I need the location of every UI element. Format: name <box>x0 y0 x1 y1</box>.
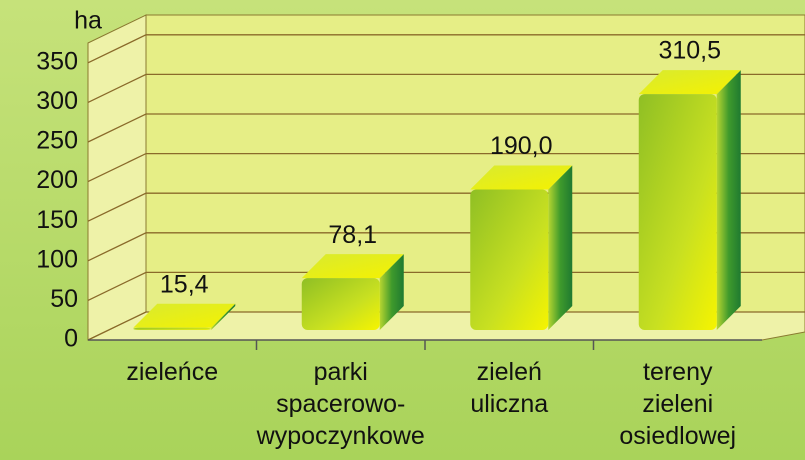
bar-side <box>548 165 573 330</box>
grid-line <box>87 232 805 262</box>
y-tick-label: 100 <box>36 245 78 273</box>
grid-line <box>87 73 805 103</box>
bar-front <box>638 94 717 330</box>
y-tick-label: 0 <box>64 325 78 353</box>
y-tick-label: 250 <box>36 127 78 155</box>
bar-top <box>470 165 573 190</box>
y-tick-label: 200 <box>36 166 78 194</box>
y-tick-label: 50 <box>50 285 78 313</box>
y-tick-label: 300 <box>36 87 78 115</box>
x-tick-label: zieleń uliczna <box>470 358 549 418</box>
bar-top <box>301 254 404 279</box>
grid-line <box>87 113 805 143</box>
value-label: 78,1 <box>328 221 377 249</box>
grid-line <box>87 271 805 301</box>
bar-side <box>379 254 404 330</box>
y-tick-label: 350 <box>36 47 78 75</box>
bar <box>133 303 236 330</box>
grid-line <box>87 192 805 222</box>
value-label: 15,4 <box>160 270 209 298</box>
grid-line <box>87 34 805 64</box>
bar-side <box>211 303 236 330</box>
bar-top <box>638 70 741 95</box>
bar-side <box>716 70 741 331</box>
value-label: 190,0 <box>490 132 553 160</box>
bar <box>301 254 404 330</box>
bar-front <box>133 327 212 330</box>
y-unit: ha <box>74 7 102 35</box>
value-label: 310,5 <box>658 37 721 65</box>
grid-line <box>87 152 805 183</box>
x-tick-label: zieleńce <box>126 358 219 386</box>
bar-front <box>470 189 549 330</box>
bar <box>470 165 573 330</box>
x-tick-label: parki spacerowo- wypoczynkowe <box>256 358 425 450</box>
bar-top <box>133 303 236 328</box>
bar <box>638 70 741 331</box>
grid-line <box>87 311 805 341</box>
y-tick-label: 150 <box>36 206 78 234</box>
x-tick-label: tereny zieleni osiedlowej <box>619 358 737 450</box>
bar-front <box>301 278 380 330</box>
